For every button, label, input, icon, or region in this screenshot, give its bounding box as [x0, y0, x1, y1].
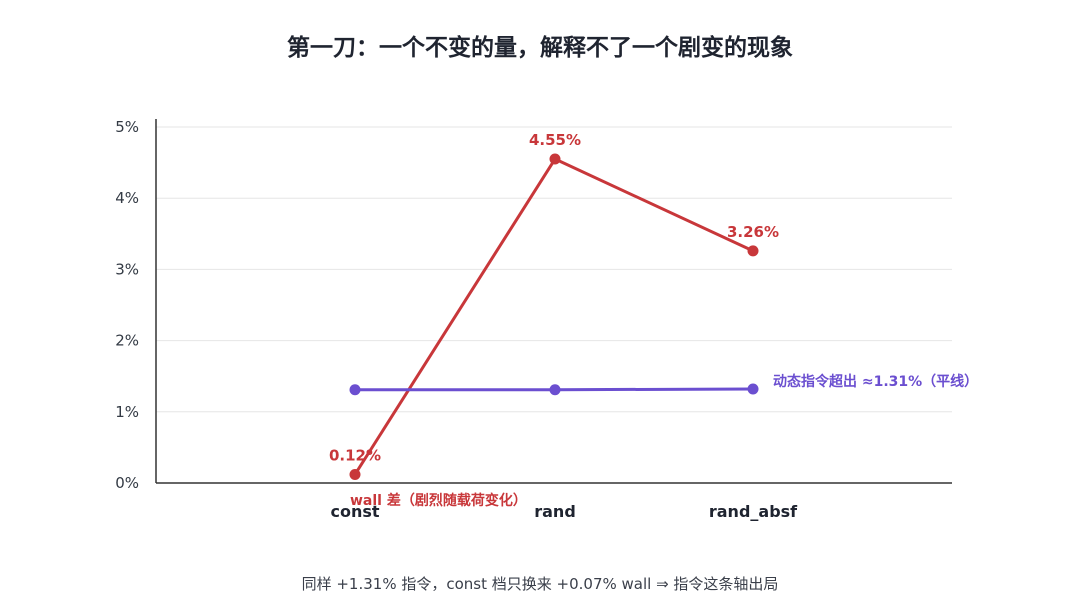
- y-tick-label: 2%: [115, 332, 139, 350]
- y-tick-label: 3%: [115, 260, 139, 278]
- x-tick-label: rand: [534, 502, 576, 521]
- data-label-wall: 3.26%: [727, 223, 779, 241]
- data-label-wall: 4.55%: [529, 131, 581, 149]
- data-point-wall: [747, 245, 759, 257]
- data-point-instr: [349, 384, 361, 396]
- data-label-wall: 0.12%: [329, 446, 381, 464]
- annotation-instr: 动态指令超出 ≈1.31%（平线）: [773, 373, 978, 390]
- y-tick-label: 4%: [115, 189, 139, 207]
- series-line-wall: [353, 157, 754, 476]
- axes: 0% 1% 2% 3% 4% 5% const rand rand_absf: [115, 118, 952, 521]
- x-tick-label: rand_absf: [709, 502, 798, 521]
- chart-title: 第一刀：一个不变的量，解释不了一个剧变的现象: [287, 35, 793, 61]
- series: [349, 153, 759, 480]
- data-point-instr: [747, 383, 759, 395]
- line-chart: 0% 1% 2% 3% 4% 5% const rand rand_absf 0.12% 4.55…: [115, 118, 978, 521]
- footer-note: 同样 +1.31% 指令，const 档只换来 +0.07% wall ⇒ 指令…: [301, 575, 779, 593]
- y-tick-label: 0%: [115, 474, 139, 492]
- data-point-wall: [349, 468, 361, 480]
- labels: 0.12% 4.55% 3.26% wall 差（剧烈随载荷变化） 动态指令超出 ≈1.…: [329, 131, 978, 509]
- y-tick-label: 1%: [115, 403, 139, 421]
- x-tick-label: const: [330, 502, 379, 521]
- data-point-instr: [549, 384, 561, 396]
- annotation-wall: wall 差（剧烈随载荷变化）: [350, 492, 527, 509]
- grid-lines: [156, 126, 952, 413]
- y-tick-label: 5%: [115, 118, 139, 136]
- data-point-wall: [549, 153, 561, 165]
